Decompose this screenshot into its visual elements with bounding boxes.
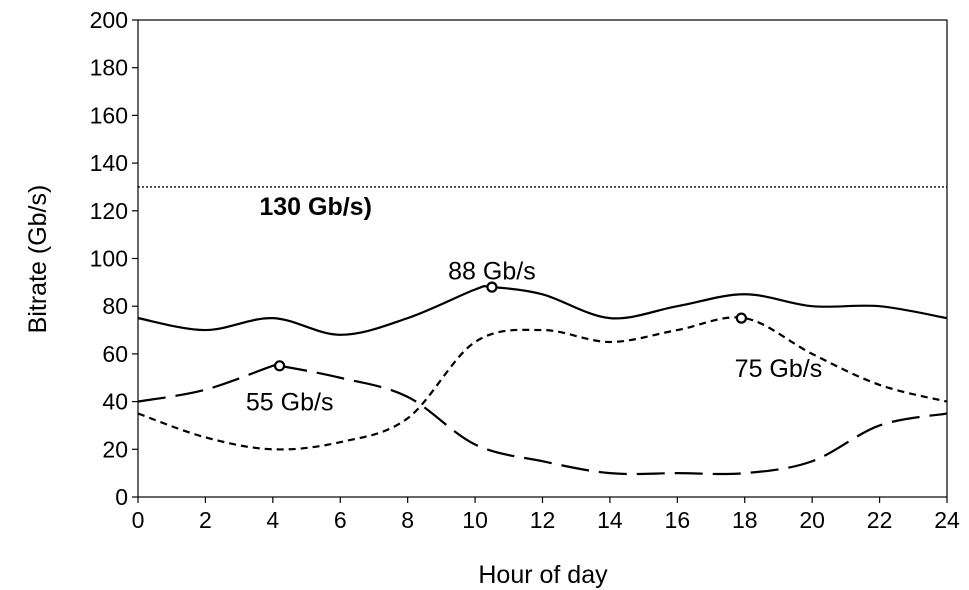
y-tick-label: 80 xyxy=(102,293,128,319)
x-axis-title: Hour of day xyxy=(478,561,608,589)
x-tick-label: 14 xyxy=(597,507,623,533)
x-tick-label: 24 xyxy=(934,507,960,533)
x-tick-label: 20 xyxy=(799,507,825,533)
x-tick-label: 18 xyxy=(732,507,758,533)
y-tick-label: 40 xyxy=(102,389,128,415)
y-tick-label: 60 xyxy=(102,341,128,367)
x-tick-label: 8 xyxy=(401,507,414,533)
plot-frame xyxy=(137,19,948,498)
annotation-background xyxy=(255,192,406,221)
annotation-layer: 88 Gb/s 55 Gb/s 75 Gb/s 130 Gb/s) xyxy=(246,192,822,417)
y-tick-label: 160 xyxy=(90,102,128,128)
y-tick-label: 200 xyxy=(90,7,128,33)
y-axis-ticks: 0 20 40 60 80 100 120 140 160 180 200 xyxy=(90,7,138,510)
series-layer xyxy=(137,186,948,476)
y-tick-label: 120 xyxy=(90,198,128,224)
x-tick-label: 10 xyxy=(462,507,488,533)
y-axis-title: Bitrate (Gb/s) xyxy=(24,185,52,334)
y-tick-label: 100 xyxy=(90,246,128,272)
series-line-solid xyxy=(137,284,948,336)
y-tick-label: 0 xyxy=(115,484,128,510)
plot-border xyxy=(137,19,948,498)
x-tick-label: 2 xyxy=(199,507,212,533)
peak-marker xyxy=(735,312,747,324)
marker-layer xyxy=(273,281,747,372)
annotation-label: 88 Gb/s xyxy=(448,257,536,285)
x-tick-label: 12 xyxy=(530,507,556,533)
peak-marker xyxy=(486,281,498,293)
x-tick-label: 16 xyxy=(665,507,691,533)
annotation-label: 130 Gb/s) xyxy=(259,193,372,221)
x-tick-label: 0 xyxy=(132,507,145,533)
y-tick-label: 140 xyxy=(90,150,128,176)
peak-marker xyxy=(273,360,286,372)
series-line-long-dash xyxy=(137,362,948,476)
series-line-short-dash xyxy=(137,316,948,451)
x-tick-label: 4 xyxy=(266,507,279,533)
x-axis-ticks: 0 2 4 6 8 10 12 14 16 18 20 22 24 xyxy=(132,497,960,533)
y-tick-label: 180 xyxy=(90,55,128,81)
annotation-label: 75 Gb/s xyxy=(735,355,823,383)
x-tick-label: 22 xyxy=(867,507,893,533)
y-tick-label: 20 xyxy=(102,436,128,462)
annotation-label: 55 Gb/s xyxy=(246,389,334,417)
x-tick-label: 6 xyxy=(334,507,347,533)
